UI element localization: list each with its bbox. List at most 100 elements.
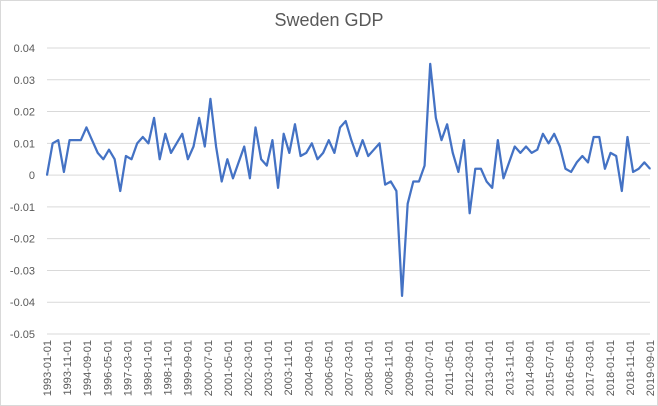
y-tick-label: -0.03 xyxy=(10,265,35,277)
y-axis-tick-labels: 0.04 0.03 0.02 0.01 0 -0.01 -0.02 -0.03 -0.04 -0.… xyxy=(10,43,35,341)
x-tick-label: 2012-03-01 xyxy=(464,340,476,396)
y-tick-label: 0.04 xyxy=(14,43,35,55)
data-point xyxy=(333,152,336,154)
x-tick-label: 2001-05-01 xyxy=(223,340,235,396)
data-point xyxy=(435,117,437,119)
chart-title: Sweden GDP xyxy=(274,10,384,30)
data-point xyxy=(553,133,555,135)
data-point xyxy=(46,174,48,176)
data-point xyxy=(468,212,471,215)
gridlines xyxy=(47,47,650,335)
data-point xyxy=(356,155,358,157)
data-point xyxy=(525,145,527,148)
data-point xyxy=(299,155,302,157)
data-point xyxy=(519,152,522,154)
x-tick-label: 1996-05-01 xyxy=(102,340,114,396)
data-point xyxy=(108,148,110,151)
x-tick-label: 2018-11-01 xyxy=(625,340,637,395)
data-point xyxy=(451,152,454,154)
data-point xyxy=(547,142,550,145)
x-tick-label: 2007-03-01 xyxy=(344,340,356,396)
data-point xyxy=(497,139,499,141)
data-point xyxy=(85,126,88,129)
data-point xyxy=(491,187,494,189)
data-point xyxy=(457,171,460,173)
data-point xyxy=(649,167,651,170)
x-tick-label: 2009-09-01 xyxy=(404,340,416,396)
data-point xyxy=(575,161,578,164)
x-tick-label: 2008-01-01 xyxy=(364,340,376,396)
data-point xyxy=(203,145,206,148)
data-point xyxy=(367,155,370,157)
data-point xyxy=(63,171,65,173)
x-tick-label: 2006-05-01 xyxy=(323,340,335,396)
x-tick-label: 2013-11-01 xyxy=(504,340,516,395)
data-point xyxy=(226,158,229,161)
data-point xyxy=(530,152,533,154)
data-point xyxy=(632,171,634,173)
data-point xyxy=(508,161,510,164)
data-point xyxy=(51,142,54,145)
data-point xyxy=(175,142,178,145)
x-tick-label: 2010-07-01 xyxy=(424,340,436,396)
y-tick-label: -0.01 xyxy=(10,202,35,214)
data-point xyxy=(626,136,629,138)
x-tick-label: 1999-09-01 xyxy=(183,340,195,396)
data-point xyxy=(344,120,347,122)
data-point xyxy=(277,187,279,189)
data-point xyxy=(142,136,144,138)
data-point xyxy=(96,152,99,154)
data-point xyxy=(164,133,167,135)
data-point xyxy=(429,63,432,65)
data-point xyxy=(327,139,330,141)
data-point xyxy=(220,180,223,183)
data-point xyxy=(440,139,443,141)
x-tick-label: 2015-07-01 xyxy=(545,340,557,396)
x-tick-label: 1997-03-01 xyxy=(122,340,134,396)
data-point xyxy=(373,148,375,151)
data-point xyxy=(153,117,155,119)
x-tick-label: 2000-07-01 xyxy=(203,340,215,396)
data-point xyxy=(288,152,291,154)
data-point xyxy=(181,133,184,135)
data-point xyxy=(350,139,353,141)
y-tick-label: -0.04 xyxy=(10,297,35,309)
data-point xyxy=(395,190,398,192)
x-tick-label: 1998-01-01 xyxy=(143,340,155,396)
data-point xyxy=(74,139,76,141)
data-point xyxy=(643,161,646,164)
data-point xyxy=(621,190,623,192)
data-point xyxy=(282,133,285,135)
x-tick-label: 2002-03-01 xyxy=(243,340,255,396)
data-point xyxy=(294,123,296,126)
x-tick-label: 2008-11-01 xyxy=(384,340,396,395)
data-point xyxy=(604,167,606,170)
data-point xyxy=(389,180,392,183)
data-point xyxy=(474,167,477,170)
data-point xyxy=(102,158,105,161)
data-point xyxy=(147,142,150,145)
data-point xyxy=(615,155,617,157)
data-point xyxy=(249,177,251,180)
x-axis-tick-labels: 1993-01-01 1993-11-01 1994-09-01 1996-05-01… xyxy=(42,340,657,396)
data-point xyxy=(170,152,172,154)
data-point xyxy=(412,180,415,183)
data-point xyxy=(587,161,589,164)
data-point xyxy=(113,158,116,161)
data-point xyxy=(609,152,612,154)
data-point xyxy=(192,145,195,148)
data-point xyxy=(322,152,324,154)
data-point xyxy=(384,183,386,186)
data-point xyxy=(198,117,200,119)
x-tick-label: 2003-11-01 xyxy=(283,340,295,395)
data-point xyxy=(480,167,482,170)
x-tick-label: 1994-09-01 xyxy=(82,340,94,396)
y-tick-label: 0.01 xyxy=(14,138,35,150)
x-tick-label: 2003-01-01 xyxy=(263,340,275,396)
data-point xyxy=(57,139,60,141)
x-tick-label: 2013-01-01 xyxy=(484,340,496,396)
x-tick-label: 1993-11-01 xyxy=(62,340,74,395)
data-point xyxy=(463,139,465,141)
x-tick-label: 2016-05-01 xyxy=(565,340,577,396)
data-point xyxy=(254,126,257,129)
